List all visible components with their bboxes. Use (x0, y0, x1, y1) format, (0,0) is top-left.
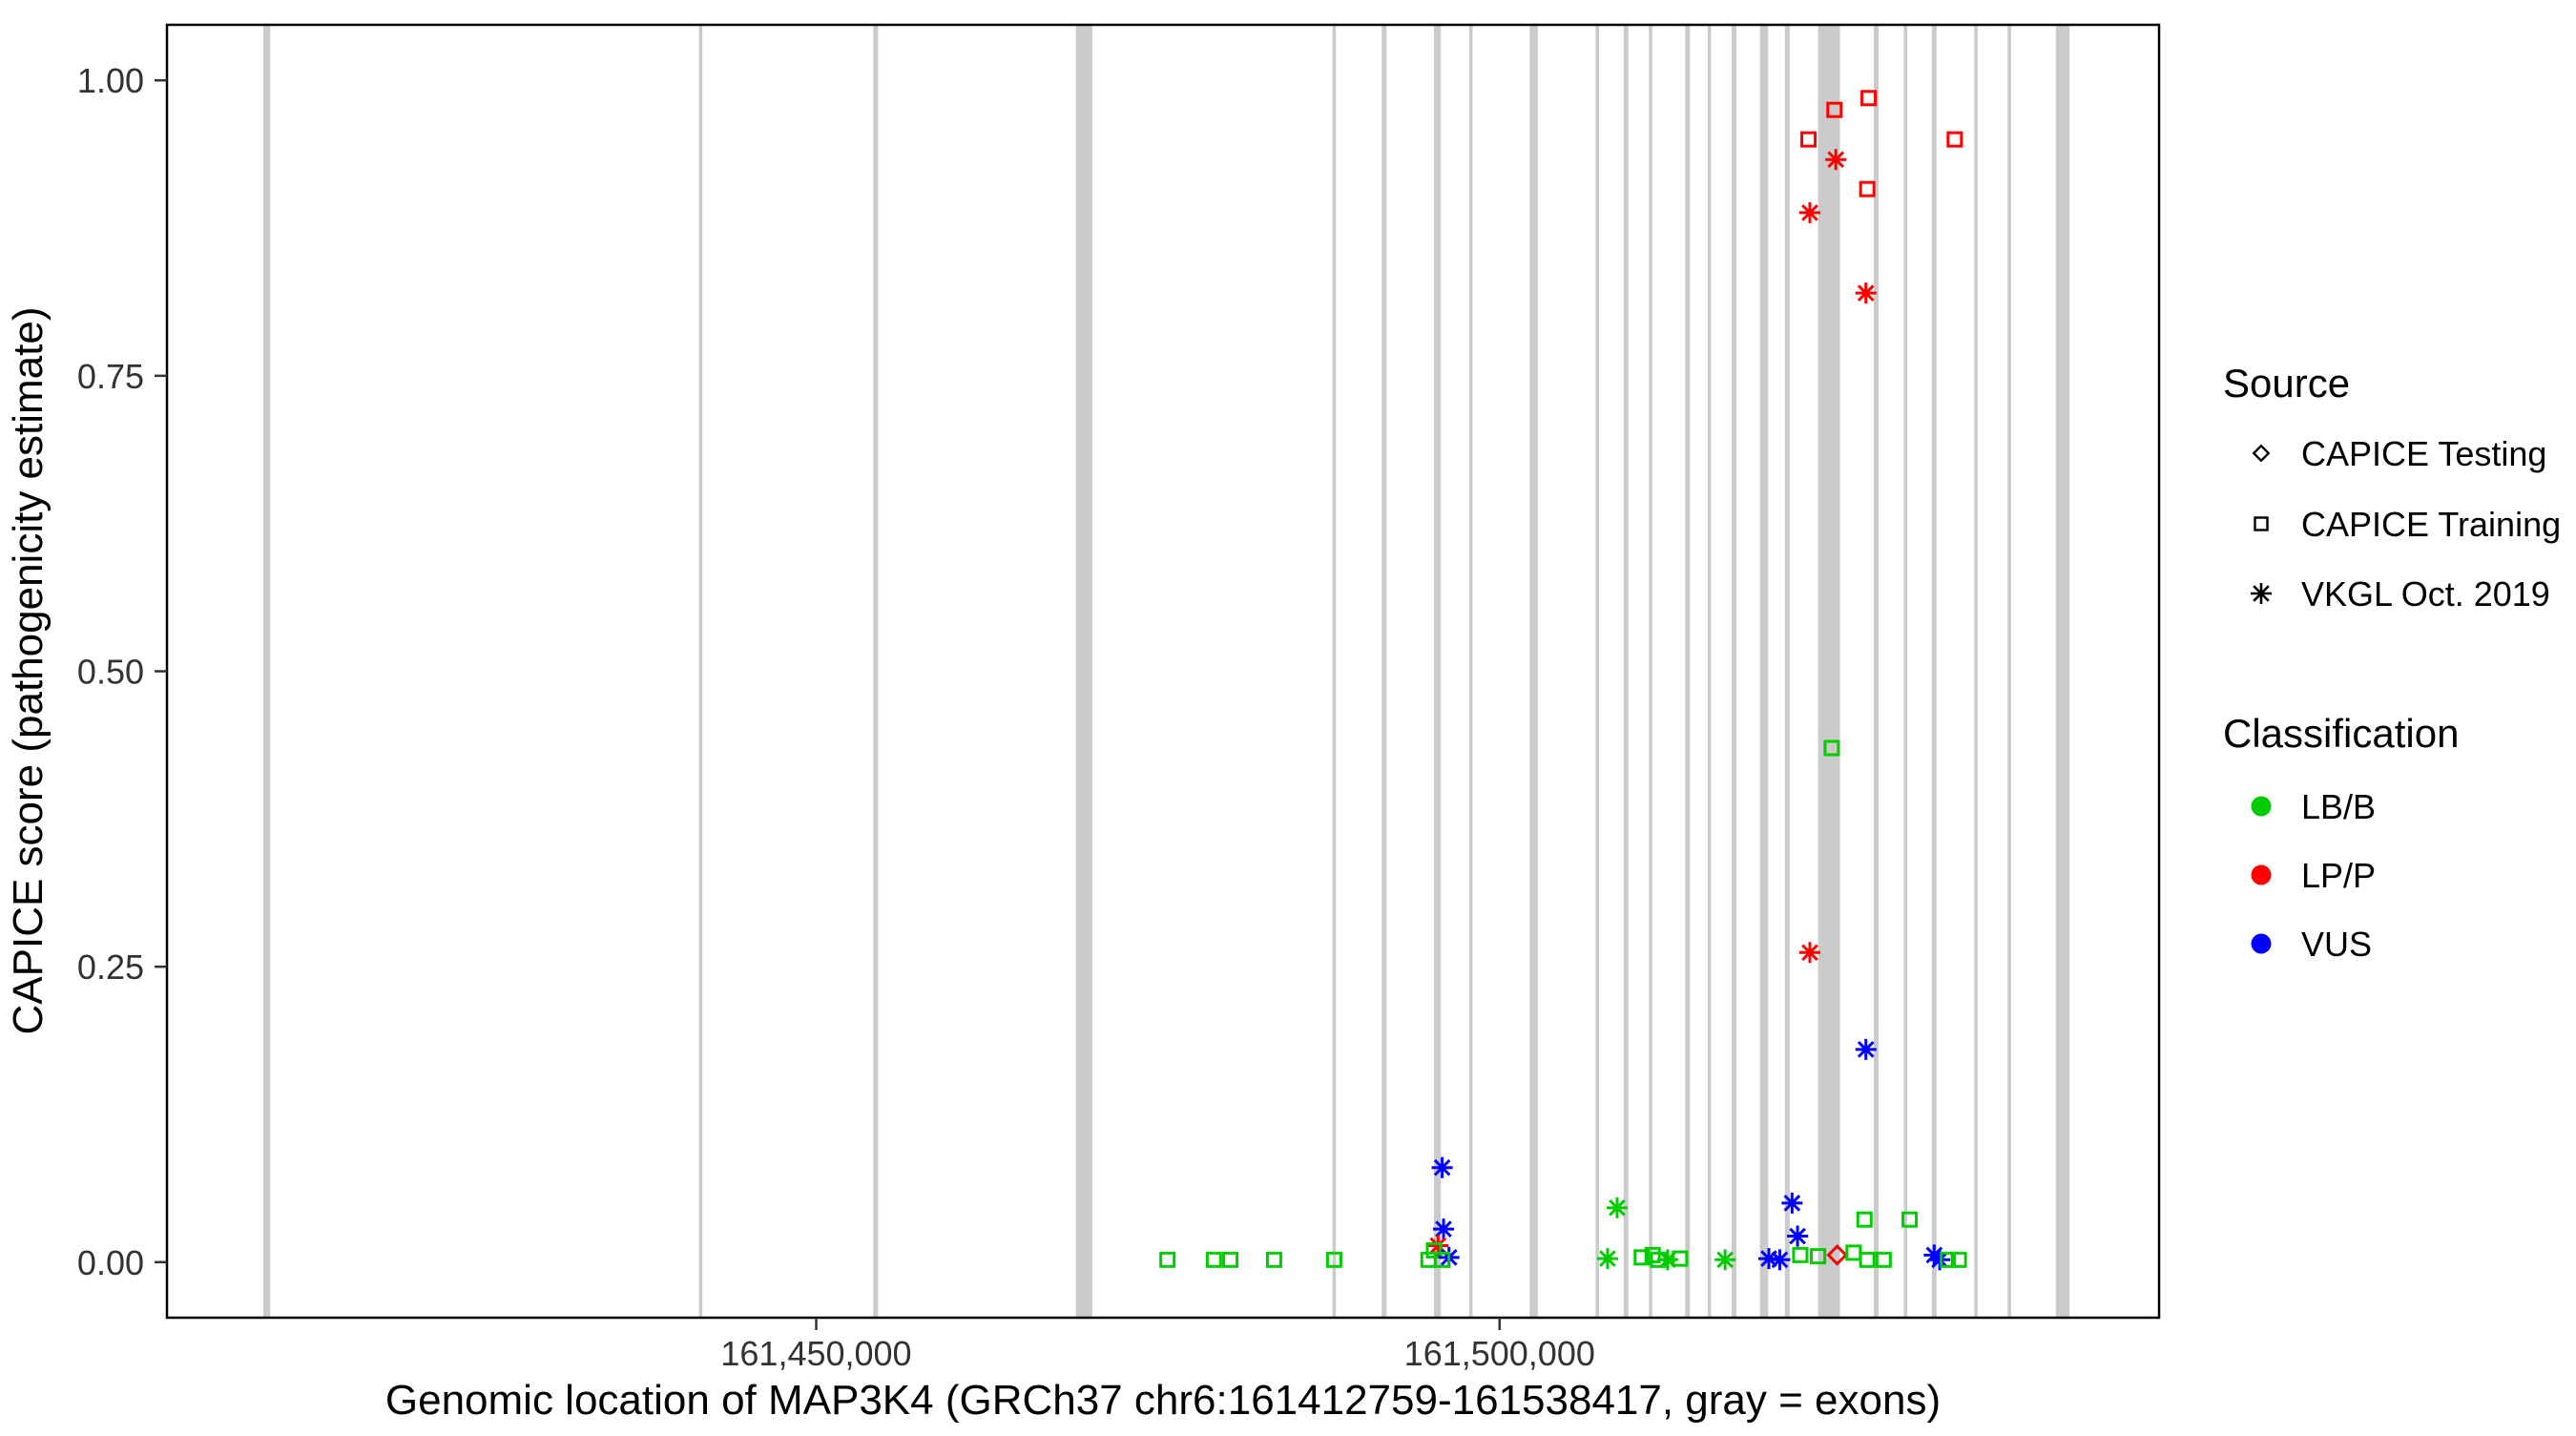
legend-item-label: CAPICE Training (2301, 505, 2561, 544)
data-point-square (1826, 101, 1843, 118)
exon-bar (1434, 25, 1442, 1318)
exon-bar (1931, 25, 1937, 1318)
data-point-square (1946, 131, 1963, 148)
legend: Source CAPICE Testing CAPICE Training VK… (2223, 361, 2561, 964)
y-tick-label: 0.50 (77, 653, 144, 692)
exon-bar (698, 25, 703, 1318)
exon-bar (1685, 25, 1691, 1318)
data-point-square (1434, 1251, 1451, 1268)
exon-bar (1784, 25, 1790, 1318)
data-point-asterisk (1825, 149, 1847, 171)
data-point-asterisk (1855, 1038, 1877, 1060)
exon-bar (2007, 25, 2011, 1318)
exon-bar (2055, 25, 2070, 1318)
exon-bar (1818, 25, 1840, 1318)
exon-bar (1759, 25, 1769, 1318)
data-point-square (1845, 1244, 1862, 1261)
data-point-square (1856, 1211, 1873, 1228)
data-point-asterisk (1855, 282, 1877, 304)
data-point-square (1859, 1251, 1876, 1268)
data-point-asterisk (1798, 942, 1820, 964)
exon-bar (1381, 25, 1387, 1318)
vus-dot-icon (2251, 933, 2272, 954)
data-point-square (1901, 1211, 1919, 1228)
legend-item-lpp: LP/P (2251, 856, 2376, 895)
exon-bar (1873, 25, 1879, 1318)
data-point-square (1950, 1251, 1967, 1268)
legend-item-label: CAPICE Testing (2301, 434, 2546, 473)
legend-source-title: Source (2223, 361, 2350, 406)
data-point-asterisk (1929, 1249, 1951, 1271)
diamond-icon (2252, 444, 2271, 463)
data-point-square (1672, 1250, 1689, 1267)
exon-bar (1649, 25, 1652, 1318)
exon-bar (1595, 25, 1599, 1318)
y-tick-label: 0.25 (77, 947, 144, 987)
data-point-asterisk (1606, 1197, 1628, 1218)
exon-bar (1707, 25, 1712, 1318)
exon-bar (262, 25, 271, 1318)
legend-classification-title: Classification (2223, 711, 2459, 756)
legend-item-vkgl: VKGL Oct. 2019 (2251, 574, 2550, 614)
y-tick-label: 1.00 (77, 61, 144, 100)
lbb-dot-icon (2251, 796, 2272, 817)
plot-panel: 161,450,000 161,500,000 0.00 0.25 0.50 0.75 1.… (77, 23, 2161, 1373)
data-point-square (1860, 90, 1878, 107)
panel-border (165, 23, 2161, 1320)
exon-bar (873, 25, 879, 1318)
data-point-asterisk (1787, 1225, 1809, 1247)
y-axis-title: CAPICE score (pathogenicity estimate) (5, 307, 52, 1035)
exon-bar (1332, 25, 1337, 1318)
data-point-asterisk (1714, 1249, 1736, 1271)
y-tick-label: 0.75 (77, 357, 144, 396)
data-point-square (1823, 739, 1840, 757)
data-point-square (1325, 1251, 1342, 1268)
legend-item-capice-training: CAPICE Training (2254, 505, 2561, 544)
legend-item-label: LP/P (2301, 856, 2376, 895)
legend-item-lbb: LB/B (2251, 787, 2376, 826)
exon-bar (1075, 25, 1092, 1318)
x-tick-label: 161,450,000 (720, 1334, 911, 1373)
x-tick-label: 161,500,000 (1404, 1334, 1595, 1373)
exon-bar (1623, 25, 1629, 1318)
data-point-square (1159, 1251, 1176, 1268)
data-point-diamond (1826, 1244, 1848, 1266)
data-point-square (1205, 1251, 1222, 1268)
exon-bar (1903, 25, 1908, 1318)
data-point-square (1875, 1251, 1892, 1268)
legend-item-label: VUS (2301, 925, 2372, 964)
data-point-asterisk (1798, 201, 1820, 223)
exon-bar (1529, 25, 1538, 1318)
legend-item-vus: VUS (2251, 925, 2372, 964)
data-point-square (1940, 1251, 1957, 1268)
legend-item-label: VKGL Oct. 2019 (2301, 574, 2550, 614)
data-point-square (1792, 1246, 1809, 1263)
legend-item-capice-testing: CAPICE Testing (2252, 434, 2546, 473)
data-point-asterisk (1596, 1248, 1618, 1270)
exon-bar (1974, 25, 1978, 1318)
data-point-asterisk (1431, 1156, 1453, 1178)
data-point-asterisk (1433, 1218, 1455, 1240)
data-point-square (1859, 180, 1876, 198)
data-point-square (1222, 1251, 1239, 1268)
legend-item-label: LB/B (2301, 787, 2376, 826)
data-point-square (1633, 1249, 1651, 1266)
asterisk-icon (2251, 583, 2272, 604)
data-point-square (1810, 1248, 1827, 1265)
x-axis-title: Genomic location of MAP3K4 (GRCh37 chr6:… (385, 1377, 1941, 1424)
y-tick-label: 0.00 (77, 1243, 144, 1282)
data-point-asterisk (1781, 1192, 1803, 1214)
exon-bar (1468, 25, 1473, 1318)
data-point-square (1265, 1251, 1282, 1268)
exon-bar (1731, 25, 1736, 1318)
data-point-square (1800, 131, 1818, 148)
data-point-asterisk (1769, 1249, 1791, 1271)
lpp-dot-icon (2251, 864, 2272, 885)
square-icon (2254, 516, 2269, 531)
